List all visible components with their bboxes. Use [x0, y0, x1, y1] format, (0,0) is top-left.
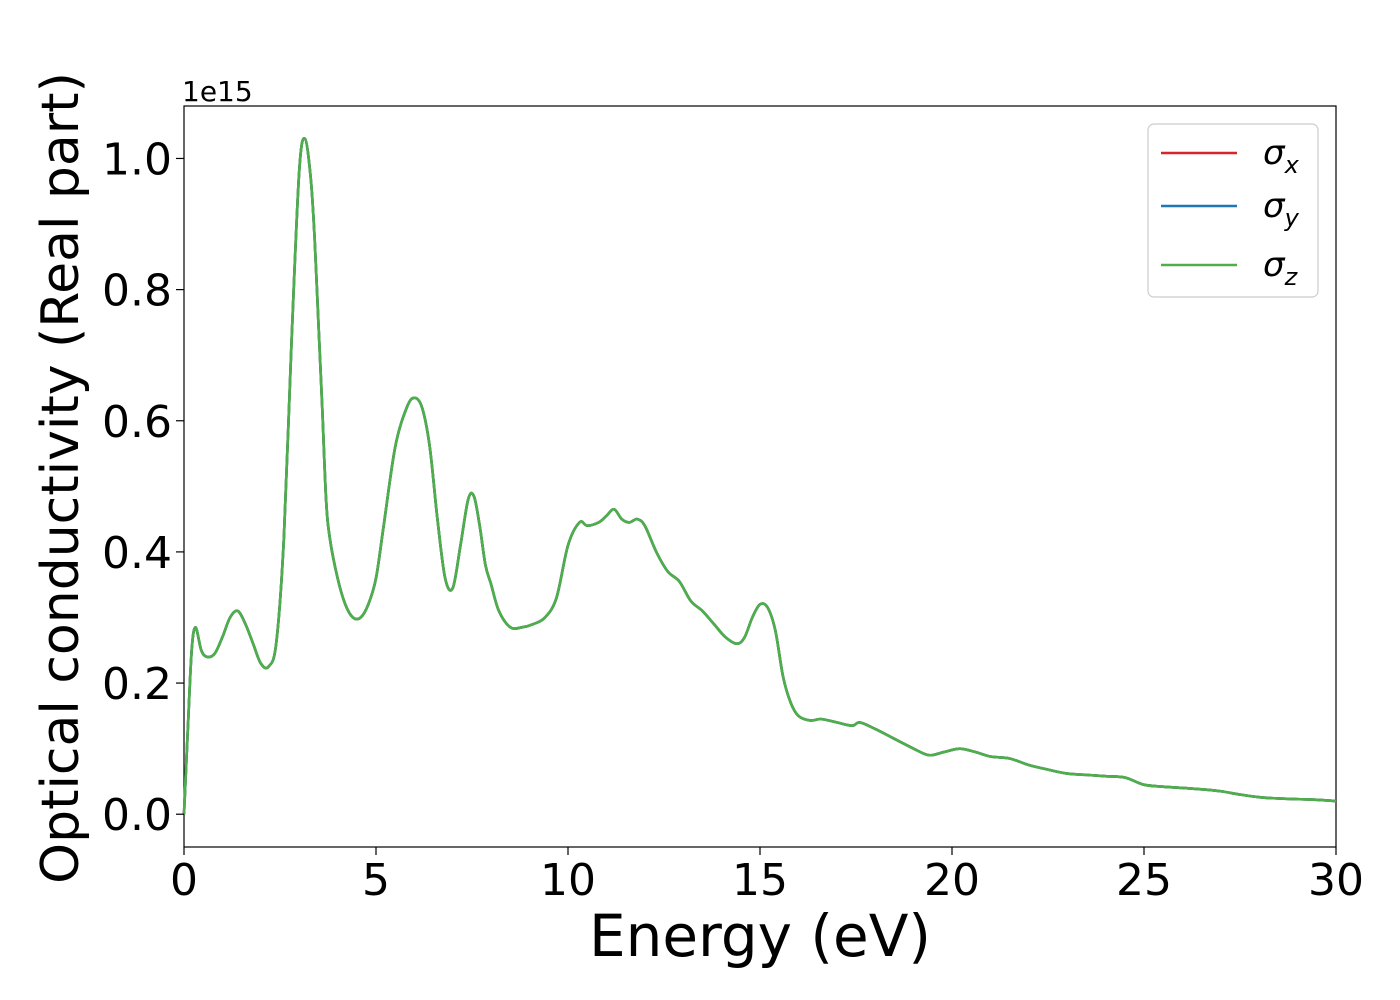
x-tick-label: 30 — [1308, 855, 1364, 906]
y-tick-label: 0.6 — [102, 397, 172, 448]
x-tick-label: 10 — [540, 855, 596, 906]
y-axis-label: Optical conductivity (Real part) — [31, 72, 91, 884]
y-tick-label: 0.2 — [102, 659, 172, 710]
legend-box — [1147, 123, 1319, 298]
y-tick-label: 1.0 — [102, 134, 172, 185]
x-tick-label: 0 — [170, 855, 198, 906]
x-axis-label: Energy (eV) — [589, 902, 931, 970]
plot-area — [183, 105, 1337, 848]
x-tick-label: 25 — [1116, 855, 1172, 906]
x-tick-label: 15 — [732, 855, 788, 906]
y-axis: 0.0 0.2 0.4 0.6 0.8 1.0 — [102, 134, 184, 841]
x-tick-label: 5 — [362, 855, 390, 906]
y-tick-label: 0.8 — [102, 266, 172, 317]
series-layer — [182, 137, 1337, 815]
y-offset-text: 1e15 — [182, 75, 253, 108]
x-tick-label: 20 — [924, 855, 980, 906]
y-tick-label: 0.0 — [102, 790, 172, 841]
series-line-z — [182, 137, 1337, 815]
y-tick-label: 0.4 — [102, 528, 172, 579]
x-axis: 0 5 10 15 20 25 30 — [170, 847, 1364, 906]
